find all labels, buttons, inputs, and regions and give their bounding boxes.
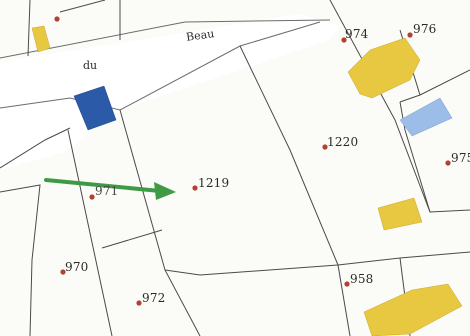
parcel-point-icon xyxy=(407,32,413,38)
building-blue-light xyxy=(399,97,453,137)
building-yellow-974 xyxy=(347,37,421,99)
parcel-point-icon xyxy=(344,281,350,287)
parcel-point-icon xyxy=(322,144,328,150)
parcel-label-974: 974 xyxy=(345,27,369,41)
arrow-icon xyxy=(44,178,176,200)
parcel-label-972: 972 xyxy=(142,291,166,305)
parcel-point-icon xyxy=(89,194,95,200)
road-area xyxy=(0,14,340,170)
parcel-point-icon xyxy=(60,269,66,275)
parcel-label-958: 958 xyxy=(350,272,374,286)
parcel-label-970: 970 xyxy=(65,260,89,274)
parcel-points xyxy=(54,16,451,306)
buildings xyxy=(31,25,463,336)
parcel-label-971: 971 xyxy=(95,184,119,198)
parcel-point-icon xyxy=(445,160,451,166)
building-blue-dark xyxy=(73,85,117,131)
parcel-point-icon xyxy=(341,37,347,43)
parcel-point-icon xyxy=(54,16,60,22)
street-label-du: du xyxy=(83,59,98,72)
building-yellow-top-left xyxy=(31,25,51,53)
building-yellow-bottom xyxy=(363,283,463,336)
parcel-point-icon xyxy=(192,185,198,191)
road-edge-north xyxy=(0,19,331,59)
parcel-point-icon xyxy=(136,300,142,306)
parcel-label-976: 976 xyxy=(413,22,437,36)
parcel-label-1220: 1220 xyxy=(327,135,359,149)
parcel-label-1219: 1219 xyxy=(198,176,230,190)
parcel-label-975: 975 xyxy=(451,151,470,165)
building-yellow-small xyxy=(377,197,423,231)
